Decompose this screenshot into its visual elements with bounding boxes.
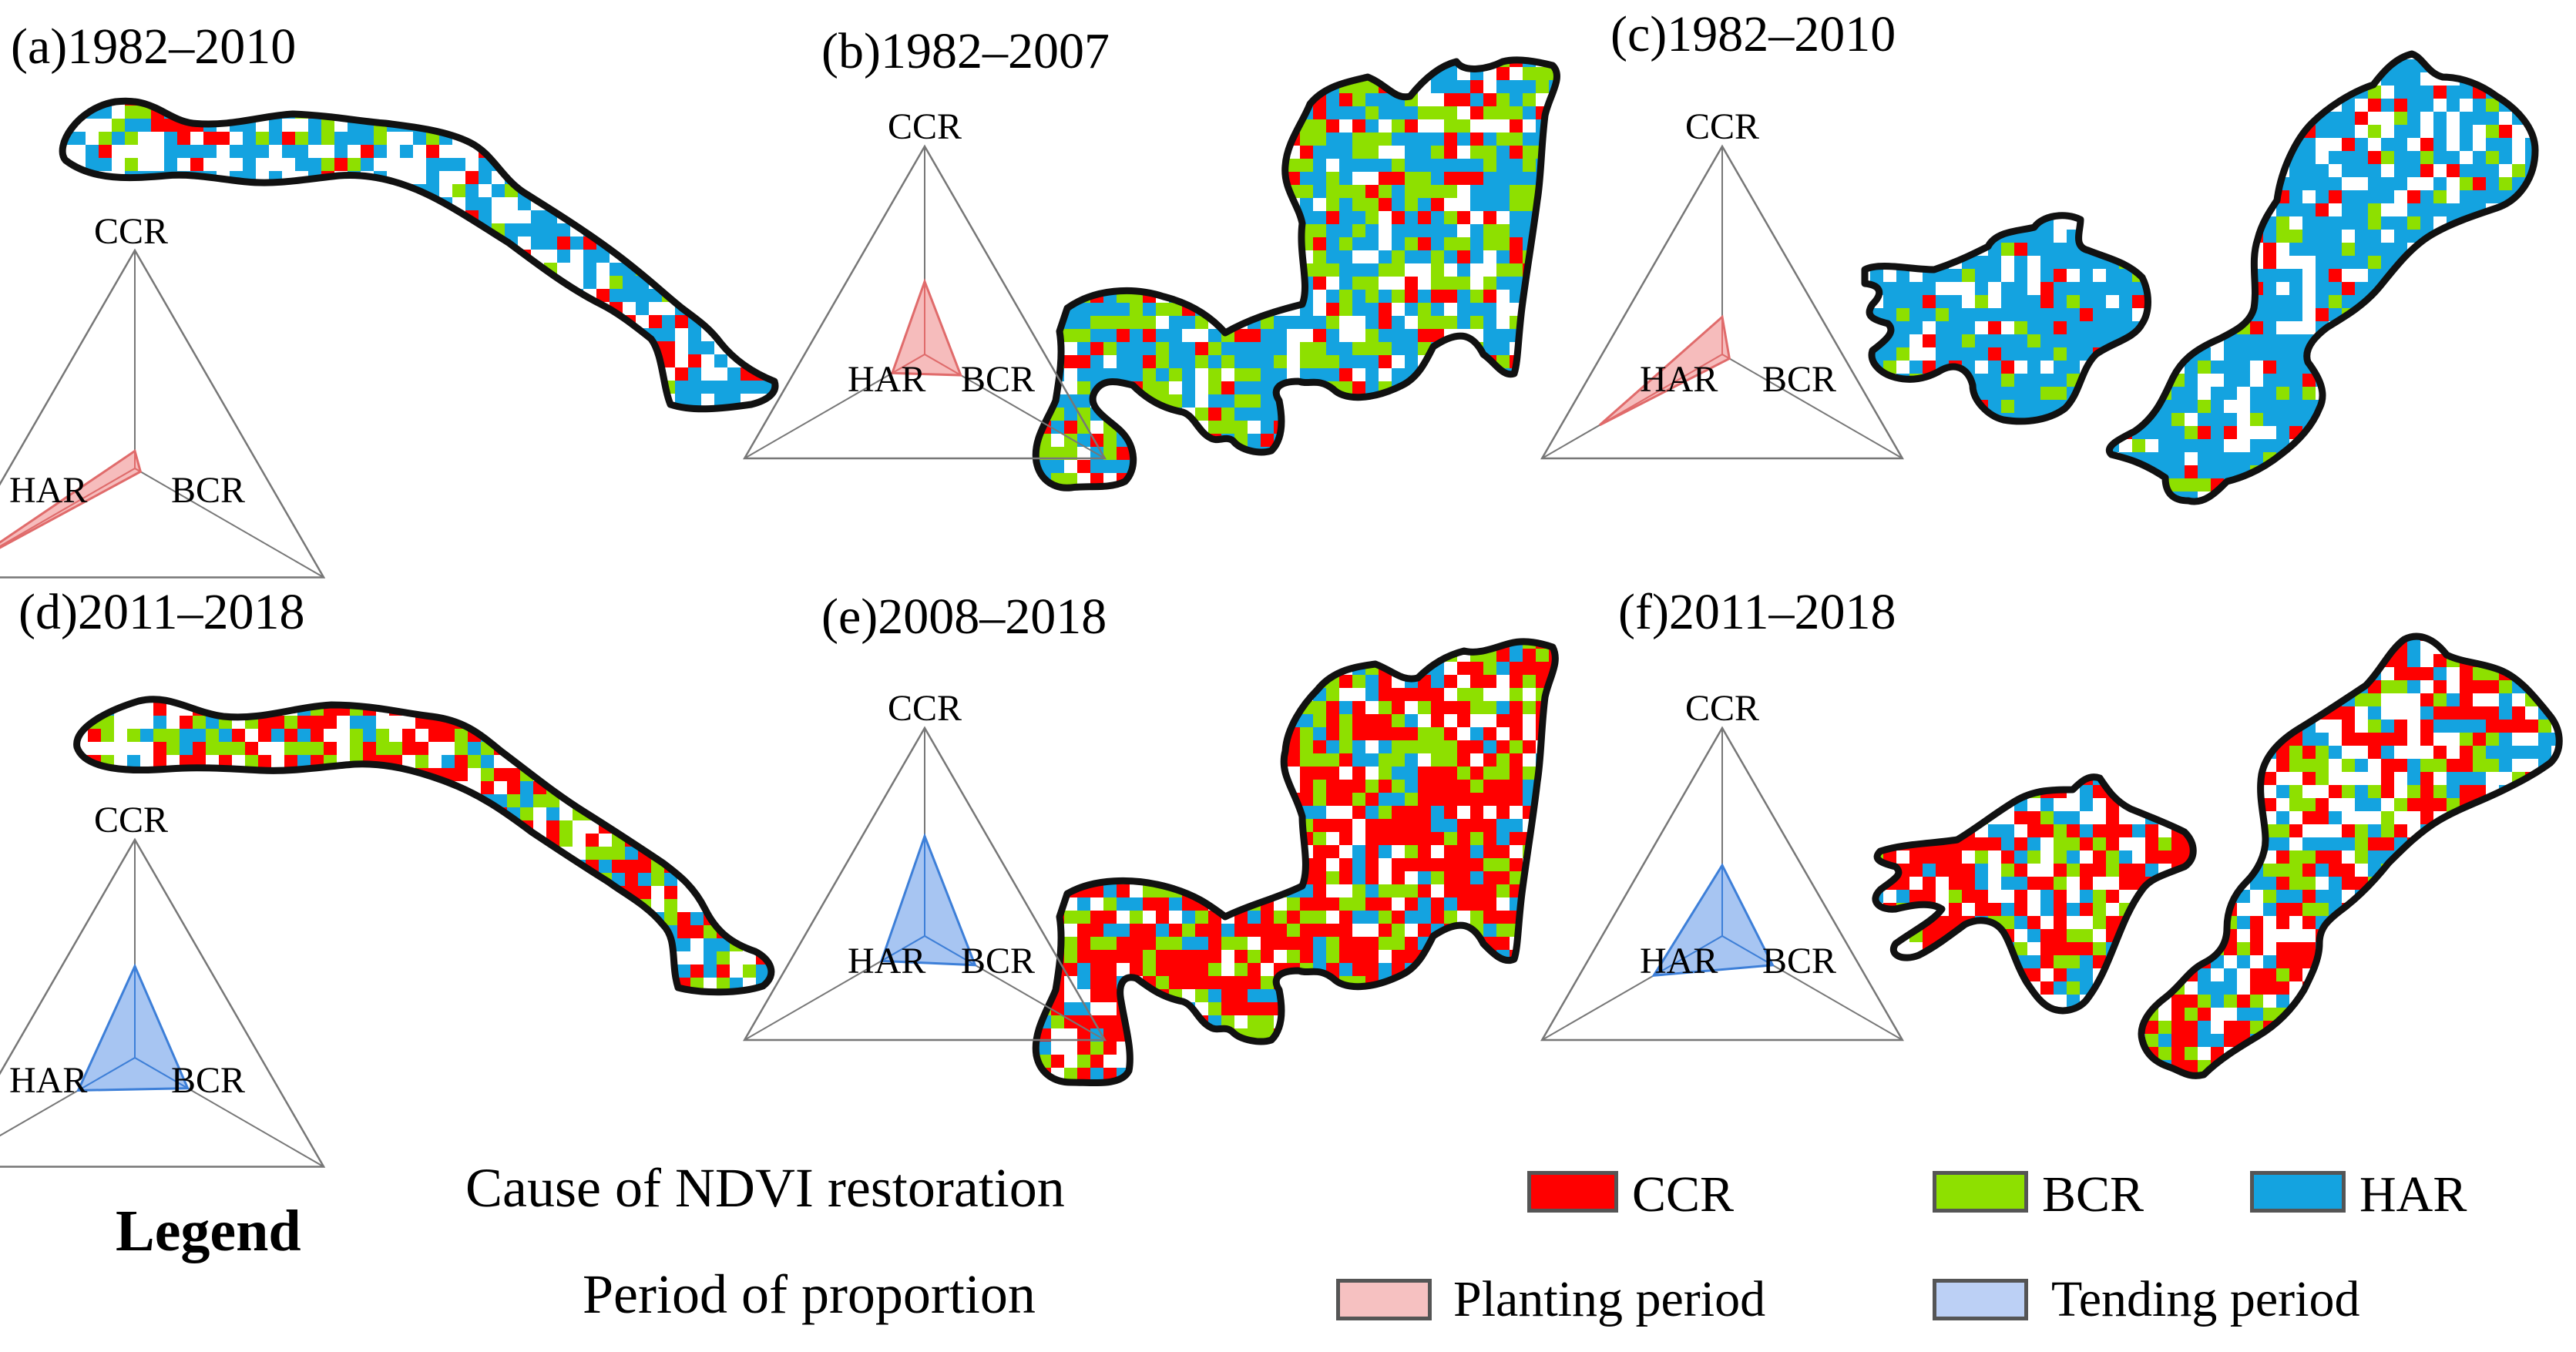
radar-axis-label-bcr: BCR bbox=[171, 1060, 245, 1101]
map-region-e bbox=[1032, 638, 1559, 1087]
radar-axis-label-bcr: BCR bbox=[961, 359, 1035, 400]
radar-axis-label-bcr: BCR bbox=[1762, 359, 1836, 400]
map-region-c bbox=[1861, 50, 2539, 505]
panel-c-title: (c)1982–2010 bbox=[1610, 6, 1896, 62]
legend-heading: Legend bbox=[116, 1199, 301, 1263]
radar-chart-b: CCR BCR HAR bbox=[743, 106, 1107, 460]
radar-chart-d: CCR BCR HAR bbox=[0, 800, 326, 1168]
radar-chart-a: CCR BCR HAR bbox=[0, 211, 326, 579]
radar-axis-label-ccr: CCR bbox=[888, 688, 962, 729]
radar-chart-c: CCR BCR HAR bbox=[1540, 106, 1904, 460]
radar-chart-f: CCR BCR HAR bbox=[1540, 688, 1904, 1042]
legend-swatch-har bbox=[2250, 1171, 2346, 1213]
legend-label-tending: Tending period bbox=[2051, 1271, 2360, 1327]
map-region-b bbox=[1032, 56, 1560, 491]
panel-d-title: (d)2011–2018 bbox=[18, 584, 305, 640]
radar-axis-label-har: HAR bbox=[9, 1060, 87, 1101]
legend-label-ccr: CCR bbox=[1632, 1166, 1735, 1223]
legend-swatch-tending bbox=[1933, 1279, 2028, 1320]
map-region-a bbox=[59, 97, 779, 413]
radar-axis-label-ccr: CCR bbox=[94, 211, 168, 252]
panel-a-title: (a)1982–2010 bbox=[11, 18, 297, 75]
radar-axis-label-bcr: BCR bbox=[171, 470, 245, 511]
radar-axis-label-har: HAR bbox=[1640, 941, 1718, 981]
legend-swatch-planting bbox=[1336, 1279, 1432, 1320]
radar-axis-label-ccr: CCR bbox=[888, 106, 962, 147]
legend-swatch-ccr bbox=[1527, 1171, 1618, 1213]
radar-axis-label-har: HAR bbox=[848, 941, 925, 981]
legend-period-title: Period of proportion bbox=[583, 1263, 1036, 1325]
radar-axis-label-har: HAR bbox=[848, 359, 925, 400]
legend-label-planting: Planting period bbox=[1453, 1271, 1766, 1327]
legend-cause-title: Cause of NDVI restoration bbox=[465, 1157, 1065, 1219]
radar-axis-label-ccr: CCR bbox=[1685, 688, 1759, 729]
radar-axis-label-bcr: BCR bbox=[961, 941, 1035, 981]
radar-axis-label-ccr: CCR bbox=[1685, 106, 1759, 147]
radar-axis-label-har: HAR bbox=[9, 470, 87, 511]
radar-axis-label-har: HAR bbox=[1640, 359, 1718, 400]
panel-e-title: (e)2008–2018 bbox=[821, 589, 1107, 645]
panel-b-title: (b)1982–2007 bbox=[821, 23, 1110, 79]
radar-axis-label-bcr: BCR bbox=[1762, 941, 1836, 981]
legend-label-har: HAR bbox=[2359, 1166, 2467, 1223]
panel-f-title: (f)2011–2018 bbox=[1618, 584, 1896, 640]
radar-chart-e: CCR BCR HAR bbox=[743, 688, 1107, 1042]
map-region-d bbox=[73, 696, 775, 996]
legend-label-bcr: BCR bbox=[2042, 1166, 2144, 1223]
legend-swatch-bcr bbox=[1933, 1171, 2028, 1213]
radar-axis-label-ccr: CCR bbox=[94, 800, 168, 840]
map-region-f bbox=[1872, 632, 2563, 1079]
